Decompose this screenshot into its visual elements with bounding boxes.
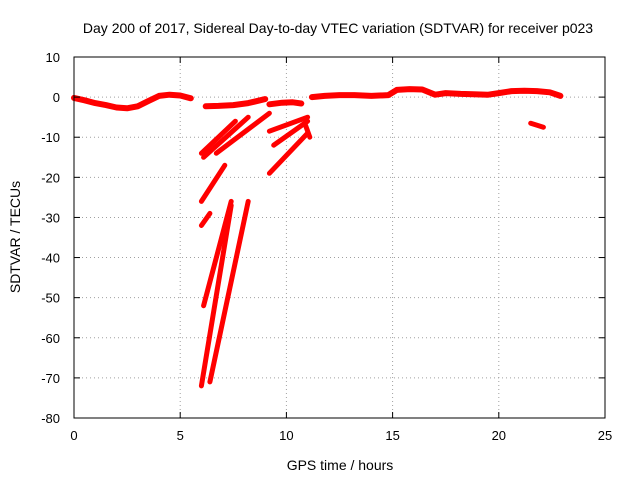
y-axis-label: SDTVAR / TECUs <box>7 181 23 293</box>
y-tick-label: -80 <box>41 411 60 426</box>
series-dip-a <box>198 118 238 156</box>
y-tick-label: -60 <box>41 331 60 346</box>
x-axis-label: GPS time / hours <box>287 457 394 473</box>
series-dip-j <box>271 118 311 148</box>
y-tick-label: -10 <box>41 130 60 145</box>
grid-layer <box>74 57 605 418</box>
x-tick-label: 20 <box>492 428 506 443</box>
series-dip-e <box>198 210 213 228</box>
series-dip-d <box>198 162 228 204</box>
tick-layer: 0 5 10 15 20 25 10 0 -10 -20 -30 -40 -50 -60 -70 -80 <box>41 50 612 443</box>
y-tick-label: -20 <box>41 170 60 185</box>
chart-title: Day 200 of 2017, Sidereal Day-to-day VTE… <box>83 20 593 36</box>
y-tick-label: -40 <box>41 251 60 266</box>
x-tick-label: 5 <box>177 428 184 443</box>
series-isolated <box>528 120 546 130</box>
series-dip-h <box>207 198 251 385</box>
series-dip-i <box>266 114 311 134</box>
series-dip-k <box>266 130 311 176</box>
series-dip-c <box>213 110 272 156</box>
y-tick-label: -70 <box>41 371 60 386</box>
x-tick-label: 15 <box>385 428 399 443</box>
x-tick-label: 25 <box>598 428 612 443</box>
plot-frame <box>73 56 606 419</box>
series-layer <box>71 86 564 389</box>
series-dip-l <box>303 122 313 140</box>
series-dip-g <box>198 202 234 389</box>
series-baseline-3 <box>266 99 305 108</box>
y-tick-label: -30 <box>41 210 60 225</box>
series-baseline-2 <box>202 96 269 110</box>
y-tick-label: 0 <box>53 90 60 105</box>
series-dip-b <box>201 114 251 160</box>
y-tick-label: -50 <box>41 291 60 306</box>
y-tick-label: 10 <box>46 50 60 65</box>
series-baseline-4 <box>308 86 564 101</box>
series-baseline-1 <box>71 91 194 112</box>
x-tick-label: 10 <box>279 428 293 443</box>
x-tick-label: 0 <box>70 428 77 443</box>
